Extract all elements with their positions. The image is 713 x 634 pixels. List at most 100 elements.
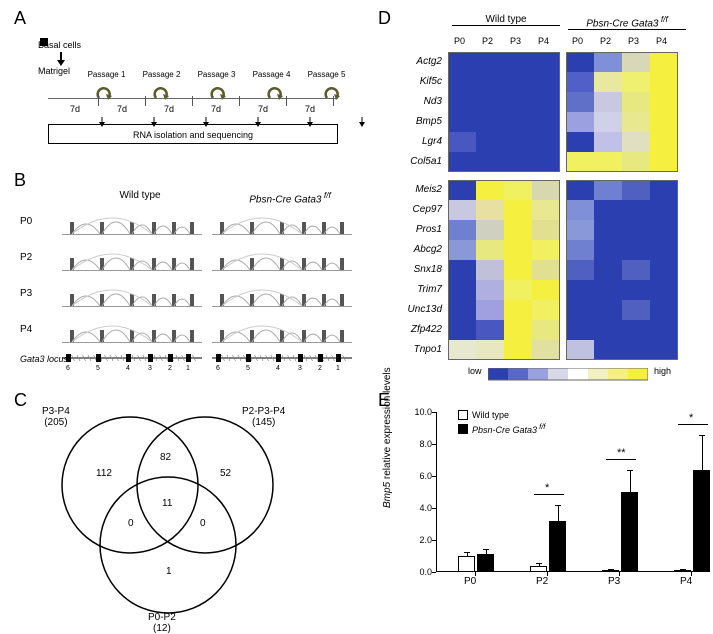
heatmap-cell (476, 220, 504, 240)
heatmap-cell (622, 132, 650, 152)
duration-label: 7d (152, 104, 186, 114)
gene-label: Col5a1 (392, 156, 442, 167)
heatmap-col-label: P3 (510, 36, 521, 46)
heatmap-cell (650, 132, 678, 152)
heatmap-cell (476, 240, 504, 260)
matrigel-label: Matrigel (38, 66, 70, 76)
heatmap-cell (594, 132, 622, 152)
venn-52: 52 (220, 468, 231, 479)
passage-label: Passage 3 (194, 70, 239, 79)
duration-label: 7d (58, 104, 92, 114)
significance-marker: * (689, 412, 693, 424)
heatmap-cell (566, 152, 594, 172)
y-tick-label: 0.0 (412, 567, 432, 577)
heatmap-cell (532, 280, 560, 300)
duration-label: 7d (293, 104, 327, 114)
heatmap-cell (448, 340, 476, 360)
heatmap-cell (448, 280, 476, 300)
passage-label: Passage 2 (139, 70, 184, 79)
heatmap-cell (566, 72, 594, 92)
down-arrow-icon (358, 114, 366, 132)
heatmap-cell (650, 220, 678, 240)
heatmap-cell (504, 52, 532, 72)
heatmap-cell (476, 340, 504, 360)
heatmap-cell (566, 280, 594, 300)
rna-box: RNA isolation and sequencing (48, 124, 338, 144)
svg-text:4: 4 (126, 365, 130, 372)
heatmap-cell (532, 320, 560, 340)
bar-ko (477, 554, 494, 572)
heatmap-cell (504, 280, 532, 300)
heatmap-cell (448, 52, 476, 72)
panel-label-a: A (14, 8, 26, 29)
heatmap-cell (448, 72, 476, 92)
svg-text:6: 6 (66, 365, 70, 372)
heatmap-col-label: P2 (482, 36, 493, 46)
heatmap-cell (532, 132, 560, 152)
heatmap-cell (448, 300, 476, 320)
x-category-label: P3 (608, 576, 620, 587)
heatmap-cell (532, 200, 560, 220)
duration-label: 7d (199, 104, 233, 114)
svg-text:2: 2 (168, 365, 172, 372)
gene-label: Pros1 (392, 224, 442, 235)
heatmap-cell (594, 220, 622, 240)
heatmap-cell (650, 260, 678, 280)
heatmap-cell (650, 72, 678, 92)
gene-label: Meis2 (392, 184, 442, 195)
heatmap-cell (650, 280, 678, 300)
svg-text:4: 4 (276, 365, 280, 372)
heatmap-cell (448, 112, 476, 132)
sashimi-plot (62, 278, 202, 315)
sashimi-plot (62, 314, 202, 351)
heatmap-cell (476, 260, 504, 280)
heatmap-col-label: P0 (572, 36, 583, 46)
panel-e-barchart: Bmp5 relative expression levels Wild typ… (388, 408, 708, 608)
heatmap-cell (622, 72, 650, 92)
heatmap-cell (566, 200, 594, 220)
svg-text:1: 1 (186, 365, 190, 372)
gene-label: Cep97 (392, 204, 442, 215)
heatmap-cell (594, 92, 622, 112)
heatmap-cell (650, 52, 678, 72)
heatmap-cell (504, 340, 532, 360)
heatmap-cell (566, 112, 594, 132)
sashimi-row-label: P0 (20, 216, 32, 227)
gene-label: Bmp5 (392, 116, 442, 127)
e-ylabel: Bmp5 relative expression levels (382, 367, 393, 508)
heatmap-cell (504, 152, 532, 172)
y-tick-label: 4.0 (412, 503, 432, 513)
heatmap-cell (594, 280, 622, 300)
heatmap-cell (650, 112, 678, 132)
heatmap-cell (532, 112, 560, 132)
heatmap-cell (504, 220, 532, 240)
heatmap-cell (448, 152, 476, 172)
significance-marker: ** (617, 447, 626, 459)
heatmap-cell (622, 52, 650, 72)
scale-low: low (468, 366, 482, 376)
heatmap-cell (622, 180, 650, 200)
y-axis (436, 412, 437, 572)
heatmap-cell (504, 260, 532, 280)
heatmap-cell (504, 240, 532, 260)
heatmap-cell (566, 260, 594, 280)
y-tick-label: 6.0 (412, 471, 432, 481)
heatmap-cell (476, 52, 504, 72)
heatmap-cell (566, 340, 594, 360)
gene-label: Actg2 (392, 56, 442, 67)
heatmap-cell (622, 300, 650, 320)
gene-label: Lgr4 (392, 136, 442, 147)
heatmap-cell (476, 72, 504, 92)
heatmap-cell (476, 180, 504, 200)
heatmap-col-label: P0 (454, 36, 465, 46)
heatmap-cell (594, 72, 622, 92)
sashimi-plot (212, 242, 352, 279)
gene-label: Tnpo1 (392, 344, 442, 355)
heatmap-cell (532, 300, 560, 320)
gene-label: Trim7 (392, 284, 442, 295)
sashimi-plot (212, 278, 352, 315)
e-chart-area: 0.02.04.06.08.010.0 **** P0P2P3P4 (436, 412, 696, 572)
significance-marker: * (545, 482, 549, 494)
heatmap-cell (566, 300, 594, 320)
timeline-tick (333, 96, 334, 106)
